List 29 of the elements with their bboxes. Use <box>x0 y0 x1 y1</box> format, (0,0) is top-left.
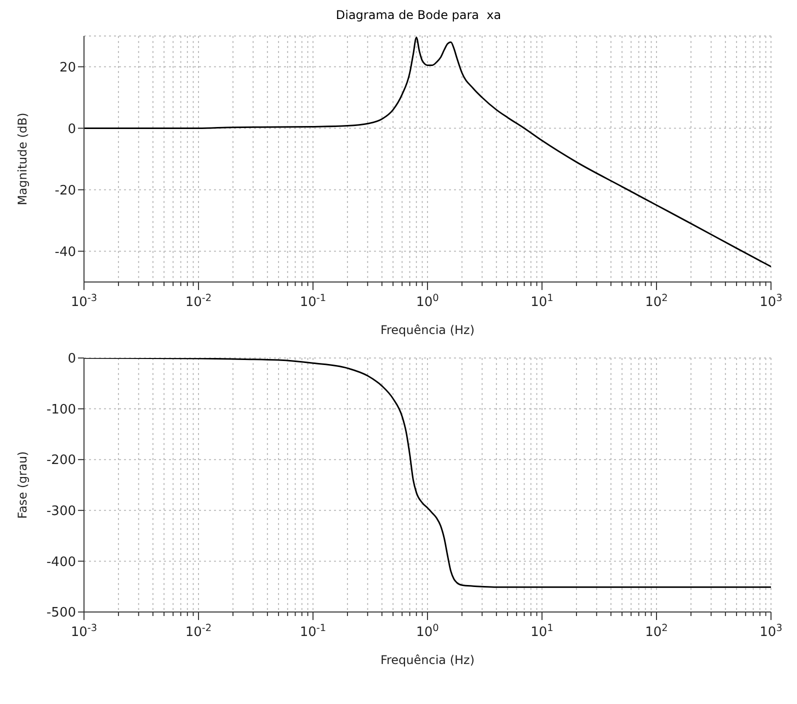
y-tick-label: 0 <box>68 352 76 367</box>
y-tick-label: -200 <box>46 453 76 468</box>
x-tick-label: 10$^{2}$ <box>645 292 668 310</box>
chart-title: Diagrama de Bode para xa <box>334 8 502 24</box>
x-tick-label: 10$^{-3}$ <box>70 622 98 640</box>
y-tick-label: -400 <box>46 554 76 570</box>
y-tick-label: 20 <box>59 60 76 76</box>
y-tick-label: -300 <box>46 504 76 520</box>
y-tick-label: -20 <box>54 183 76 198</box>
x-tick-label: 10$^{-2}$ <box>185 292 212 310</box>
x-tick-label: 10$^{-2}$ <box>185 622 212 640</box>
y-tick-label: -500 <box>46 606 76 621</box>
x-tick-label: 10$^{-1}$ <box>300 292 326 310</box>
x-axis-title: Frequência (Hz) <box>380 653 475 667</box>
x-tick-label: 10$^{1}$ <box>530 292 554 310</box>
x-tick-label: 10$^{2}$ <box>645 622 668 640</box>
y-tick-label: 0 <box>68 122 76 137</box>
y-tick-label: -40 <box>54 244 76 260</box>
x-tick-label: 10$^{3}$ <box>760 292 782 310</box>
x-tick-label: 10$^{0}$ <box>416 622 439 640</box>
x-tick-label: 10$^{-1}$ <box>300 622 326 640</box>
x-tick-label: 10$^{0}$ <box>416 292 439 310</box>
y-tick-label: -100 <box>46 402 76 418</box>
x-tick-label: 10$^{3}$ <box>760 622 782 640</box>
y-axis-title: Fase (grau) <box>15 451 30 519</box>
x-tick-label: 10$^{-3}$ <box>70 292 98 310</box>
x-tick-label: 10$^{1}$ <box>530 622 554 640</box>
y-axis-title: Magnitude (dB) <box>15 112 30 206</box>
x-axis-title: Frequência (Hz) <box>380 323 475 337</box>
